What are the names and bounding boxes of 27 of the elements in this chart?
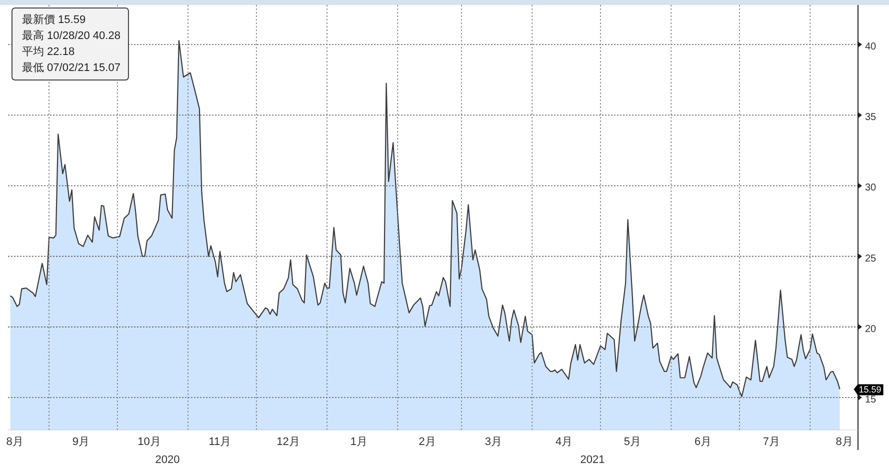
x-tick-label: 6月 [694,436,712,448]
annotation: 最高 10/28/20 40.28 [22,29,120,42]
y-tick-label: 35 [865,112,877,124]
x-tick-label: 9月 [72,436,90,448]
text: 2021 [580,454,605,466]
annotation: 最低 07/02/21 15.07 [22,62,120,74]
lasttag: 15.59 [854,384,884,396]
annotation: 15.59 [858,384,882,395]
x-tick-label: 8月 [6,436,24,448]
x-tick-label: 5月 [624,436,641,448]
y-tick-label: 20 [865,324,877,335]
x-tick-label: 8月 [836,436,853,448]
annotation: 最新價 15.59 [22,13,86,26]
x-tick-label: 4月 [555,436,573,448]
text: 2020 [155,454,180,466]
y-tick-label: 30 [865,182,877,194]
y-tick-label: 25 [865,253,877,264]
x-tick-label: 1月 [350,436,368,448]
y-tick-label: 15 [865,394,877,406]
x-tick-label: 12月 [276,436,300,448]
x-tick-label: 7月 [762,436,780,448]
x-tick-label: 2月 [418,436,436,448]
y-tick-label: 40 [865,42,877,53]
x-tick-label: 10月 [138,436,161,448]
x-tick-label: 3月 [484,436,502,448]
annotation: 平均 22.18 [22,46,75,58]
x-tick-label: 11月 [208,436,232,448]
